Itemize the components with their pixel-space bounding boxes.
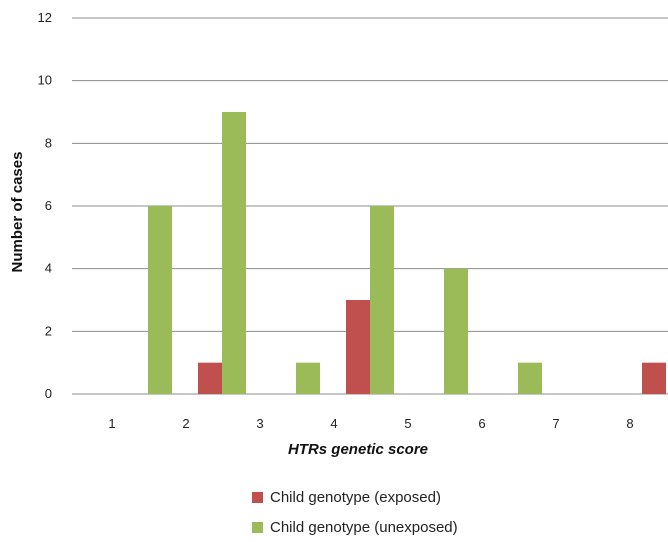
x-axis-label: HTRs genetic score [288, 441, 428, 458]
legend-swatch-exposed [252, 491, 263, 503]
legend-label-unexposed: Child genotype (unexposed) [270, 518, 458, 536]
x-tick-label: 4 [330, 416, 337, 431]
y-tick-label: 8 [45, 135, 52, 150]
legend-label-exposed: Child genotype (exposed) [270, 488, 441, 506]
bar-unexposed-1 [148, 206, 172, 394]
legend-swatch-unexposed [252, 521, 263, 533]
legend: Child genotype (exposed) Child genotype … [252, 482, 458, 542]
y-tick-label: 12 [38, 10, 52, 25]
bar-exposed-8 [642, 362, 666, 394]
bar-exposed-4 [346, 300, 370, 394]
y-axis-label: Number of cases [9, 152, 26, 273]
bar-unexposed-4 [370, 206, 394, 394]
y-tick-label: 2 [45, 323, 52, 338]
bar-unexposed-2 [222, 112, 246, 394]
x-tick-label: 1 [108, 416, 115, 431]
legend-item-unexposed: Child genotype (unexposed) [252, 512, 458, 542]
x-tick-label: 7 [552, 416, 559, 431]
x-axis-ticks: 1 2 3 4 5 6 7 8 [108, 416, 633, 431]
bars [148, 112, 666, 394]
legend-item-exposed: Child genotype (exposed) [252, 482, 458, 512]
y-axis-ticks: 0 2 4 6 8 10 12 [38, 10, 52, 401]
x-tick-label: 3 [256, 416, 263, 431]
y-tick-label: 10 [38, 73, 52, 88]
x-tick-label: 2 [182, 416, 189, 431]
bar-unexposed-6 [518, 362, 542, 394]
bar-unexposed-5 [444, 268, 468, 394]
y-tick-label: 4 [45, 261, 52, 276]
x-tick-label: 6 [478, 416, 485, 431]
x-tick-label: 8 [626, 416, 633, 431]
y-tick-label: 6 [45, 198, 52, 213]
x-tick-label: 5 [404, 416, 411, 431]
bar-exposed-2 [198, 362, 222, 394]
y-tick-label: 0 [45, 386, 52, 401]
bar-unexposed-3 [296, 362, 320, 394]
